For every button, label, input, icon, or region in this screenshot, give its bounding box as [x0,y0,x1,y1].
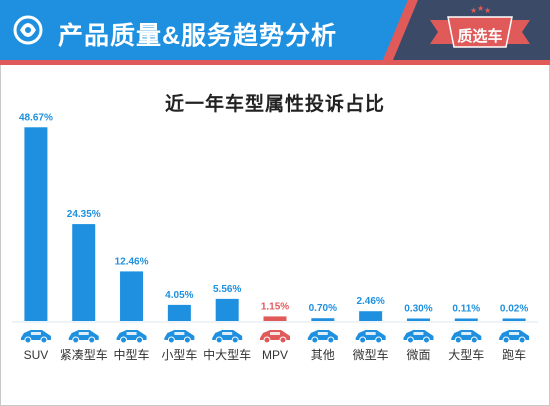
bar-4 [215,298,239,321]
category-label-9: 大型车 [448,347,484,362]
car-window-10 [509,332,520,335]
category-label-0: SUV [24,348,49,362]
car-window-2 [126,332,137,335]
car-wheel-rear-6 [327,336,335,344]
suv-car-icon [20,330,51,344]
car-wheel-front-1 [72,336,80,344]
car-wheel-rear-0 [40,336,48,344]
car-wheel-rear-10 [518,336,526,344]
bar-3 [167,304,191,321]
category-label-7: 微型车 [353,347,389,362]
brand-logo-icon [13,15,43,45]
header-title: 产品质量&服务趋势分析 [58,22,338,50]
car-wheel-rear-8 [422,336,430,344]
value-label-2: 12.46% [115,256,149,267]
micro-car-icon [355,330,386,344]
car-window-1 [78,332,89,335]
pickup-icon [307,330,338,344]
value-label-10: 0.02% [500,304,528,315]
brand-badge-label: 质选车 [457,28,503,45]
chart-title: 近一年车型属性投诉占比 [164,94,385,115]
large-car-icon [212,330,243,344]
car-wheel-rear-3 [183,336,191,344]
bar-5 [263,316,287,321]
minivan-icon [403,330,434,344]
car-wheel-front-4 [215,336,223,344]
car-wheel-front-2 [120,336,128,344]
svg-text:★: ★ [484,6,491,15]
car-window-7 [365,332,376,335]
car-window-8 [413,332,424,335]
value-label-4: 5.56% [213,284,241,295]
car-wheel-front-10 [502,336,510,344]
header-background: ★ ★ ★ [0,0,550,65]
car-wheel-front-8 [406,336,414,344]
car-wheel-rear-7 [375,336,383,344]
small-car-icon [164,330,195,344]
category-label-4: 中大型车 [203,347,251,362]
value-label-7: 2.46% [356,296,384,307]
bar-8 [406,318,430,321]
header-banner: ★ ★ ★ 产品质量&服务趋势分析 质选车 [0,0,550,68]
car-wheel-rear-1 [88,336,96,344]
car-window-6 [317,332,328,335]
category-label-6: 其他 [311,348,335,362]
car-window-4 [222,332,233,335]
car-window-0 [30,332,41,335]
midsize-car-icon [116,330,147,344]
car-wheel-front-5 [263,336,271,344]
car-wheel-front-7 [359,336,367,344]
car-wheel-rear-5 [279,336,287,344]
category-label-5: MPV [262,348,288,362]
bar-6 [311,318,335,321]
value-label-0: 48.67% [19,112,53,123]
bar-7 [359,311,383,321]
category-label-2: 中型车 [114,347,150,362]
sports-car-icon [499,330,530,344]
value-label-6: 0.70% [309,303,337,314]
car-wheel-rear-4 [231,336,239,344]
category-label-3: 小型车 [161,347,197,362]
car-wheel-rear-9 [470,336,478,344]
car-wheel-front-9 [454,336,462,344]
value-label-1: 24.35% [67,209,101,220]
value-label-3: 4.05% [165,290,193,301]
bar-1 [72,224,96,321]
svg-text:★: ★ [470,6,477,15]
value-label-9: 0.11% [452,304,480,315]
bar-9 [454,318,478,321]
car-window-9 [461,332,472,335]
value-label-5: 1.15% [261,301,289,312]
category-label-1: 紧凑型车 [60,347,108,362]
full-size-car-icon [451,330,482,344]
compact-car-icon [68,330,99,344]
car-wheel-rear-2 [136,336,144,344]
car-wheel-front-3 [167,336,175,344]
bar-0 [24,127,48,322]
category-label-10: 跑车 [502,347,526,362]
bar-2 [120,271,144,321]
category-label-8: 微面 [406,348,430,362]
value-label-8: 0.30% [404,304,432,315]
svg-text:★: ★ [477,4,484,13]
mpv-icon [260,330,290,344]
bar-10 [502,318,526,321]
car-window-3 [174,332,185,335]
car-wheel-front-0 [24,336,32,344]
brand-badge-icon: ★ ★ ★ [430,4,530,48]
car-wheel-front-6 [311,336,319,344]
car-window-5 [270,332,280,335]
